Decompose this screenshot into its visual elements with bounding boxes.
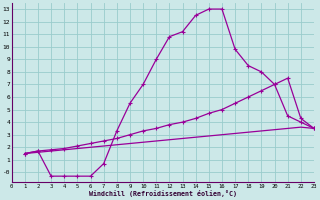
X-axis label: Windchill (Refroidissement éolien,°C): Windchill (Refroidissement éolien,°C) <box>89 190 237 197</box>
